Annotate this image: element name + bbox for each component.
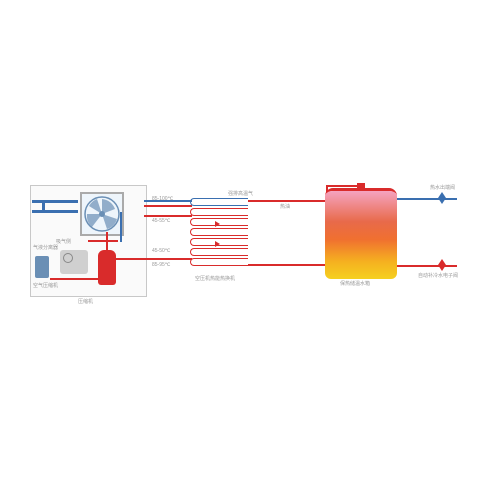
hot-pipe-to-tank-bot: [248, 264, 326, 266]
outlet-top-label: 热水出端阀: [430, 184, 455, 191]
air-inlet: [35, 256, 49, 278]
diagram-canvas: 压缩机 吸气侧 气液分离器 空气压缩机 85-100℃ 45-55℃ 45-50…: [0, 0, 500, 500]
cold-pipe-internal: [120, 212, 122, 242]
outlet-pipe-top: [397, 198, 457, 200]
fan-icon: [82, 194, 122, 234]
cold-pipe-2: [32, 210, 78, 213]
heat-exchanger-coil: [190, 198, 248, 268]
hot-pipe-out-1: [144, 205, 192, 207]
flow-arrow-1: [215, 221, 220, 227]
hot-water-tank: [325, 188, 397, 279]
compressor-label: 压缩机: [78, 298, 93, 305]
separator-block: [60, 250, 88, 274]
exchanger-top-label: 强排高温气: [228, 190, 253, 197]
outlet-bottom-label: 自动补冷水电子阀: [418, 272, 458, 279]
inlet-label-3: 气液分离器: [33, 244, 58, 251]
cold-pipe-1: [32, 200, 78, 203]
temp-label-3: 85-95℃: [152, 262, 170, 268]
hot-pipe-out-2: [144, 215, 192, 217]
temp-label-1: 45-55℃: [152, 218, 170, 224]
tank-cap: [357, 183, 365, 189]
hot-pipe-internal-3: [116, 258, 144, 260]
hot-pipe-internal-2: [106, 232, 108, 252]
hot-pipe-internal-1: [88, 240, 118, 242]
outlet-valve-bottom: [438, 259, 446, 271]
hot-pipe-internal-4: [50, 278, 110, 280]
tank-label: 保热储温水箱: [340, 280, 370, 287]
temp-label-2: 45-50℃: [152, 248, 170, 254]
temp-label-0: 85-100℃: [152, 196, 173, 202]
inlet-label-4: 空气压缩机: [33, 282, 58, 289]
cold-pipe-3: [42, 200, 45, 213]
inlet-label-2: 吸气侧: [56, 238, 71, 245]
exchanger-label: 空压机热能热换机: [195, 275, 235, 282]
outlet-valve-top: [438, 192, 446, 204]
flow-arrow-2: [215, 241, 220, 247]
hot-oil-label: 热油: [280, 203, 290, 210]
fan-housing: [80, 192, 124, 236]
outlet-pipe-bottom: [397, 265, 457, 267]
hot-pipe-to-tank-top: [248, 200, 328, 202]
hot-pipe-out-3: [144, 258, 192, 260]
